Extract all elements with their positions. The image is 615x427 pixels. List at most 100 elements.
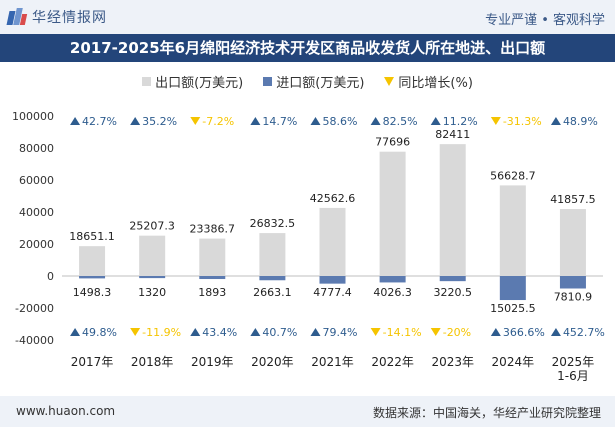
x-category-label-6: 2023年 [431,355,474,369]
legend-import-swatch [263,77,273,86]
chart-legend: 出口额(万美元) 进口额(万美元) 同比增长(%) [0,72,615,91]
export-value-label-5: 77696 [375,136,410,149]
export-growth-triangle-icon-3 [250,117,261,125]
export-growth-triangle-icon-8 [550,117,561,125]
export-bar-6 [439,144,466,276]
y-tick-label-7: -40000 [15,334,54,347]
x-category-label-5: 2022年 [371,355,414,369]
import-bar-7 [499,276,526,301]
import-value-label-1: 1320 [138,286,166,299]
import-bar-2 [199,276,226,280]
export-growth-label-3: 14.7% [262,115,297,128]
export-value-label-8: 41857.5 [550,193,596,206]
export-growth-triangle-icon-6 [430,117,441,125]
import-bar-1 [139,276,166,279]
tagline: 专业严谨 • 客观科学 [485,13,605,28]
import-value-label-2: 1893 [198,286,226,299]
export-value-label-3: 26832.5 [250,217,296,230]
import-growth-label-0: 49.8% [82,326,117,339]
import-growth-triangle-icon-4 [310,328,321,336]
export-value-label-4: 42562.6 [310,192,356,205]
legend-growth: 同比增长(%) [384,72,473,91]
x-category-label-8: 2025年 1-6月 [552,355,595,383]
import-value-label-3: 2663.1 [253,286,292,299]
export-growth-triangle-icon-0 [70,117,81,125]
import-bar-5 [379,276,406,283]
import-growth-triangle-icon-8 [550,328,561,336]
export-bar-0 [79,246,106,276]
import-growth-triangle-icon-0 [70,328,81,336]
import-growth-triangle-icon-2 [190,328,201,336]
export-bar-1 [139,235,166,276]
top-banner: 华经情报网 专业严谨 • 客观科学 [0,0,615,34]
export-growth-triangle-icon-1 [130,117,141,125]
import-growth-triangle-icon-5 [370,328,381,336]
export-growth-triangle-icon-5 [370,117,381,125]
export-growth-label-0: 42.7% [82,115,117,128]
export-bar-7 [499,185,526,276]
import-bar-3 [259,276,286,281]
export-bar-3 [259,233,286,276]
export-growth-label-4: 58.6% [323,115,358,128]
x-category-label-2: 2019年 [191,355,234,369]
brand-logo[interactable]: 华经情报网 [6,7,107,27]
import-growth-triangle-icon-7 [490,328,501,336]
x-category-label-1: 2018年 [131,355,174,369]
x-category-label-3: 2020年 [251,355,294,369]
import-growth-label-8: 452.7% [563,326,605,339]
legend-export: 出口额(万美元) [142,72,243,91]
y-tick-label-1: 80000 [19,142,54,155]
export-bar-8 [559,209,586,276]
export-bar-2 [199,238,226,276]
import-bar-0 [79,276,106,279]
footer-source: 数据来源：中国海关，华经产业研究院整理 [372,406,601,420]
export-growth-label-8: 48.9% [563,115,598,128]
footer-site-link[interactable]: www.huaon.com [16,404,116,418]
x-category-label-0: 2017年 [71,355,114,369]
import-growth-triangle-icon-3 [250,328,261,336]
export-growth-triangle-icon-7 [490,117,501,125]
export-bar-4 [319,207,346,276]
import-growth-triangle-icon-1 [130,328,141,336]
export-value-label-6: 82411 [435,128,470,141]
legend-import: 进口额(万美元) [263,72,364,91]
legend-import-label: 进口额(万美元) [276,76,365,91]
import-growth-label-6: -20% [443,326,471,339]
y-tick-label-6: -20000 [15,302,54,315]
import-growth-label-1: -11.9% [142,326,181,339]
y-tick-label-4: 20000 [19,238,54,251]
import-value-label-8: 7810.9 [554,290,593,303]
import-value-label-7: 15025.5 [490,302,536,315]
import-value-label-5: 4026.3 [373,286,412,299]
export-growth-label-6: 11.2% [443,115,478,128]
export-growth-triangle-icon-4 [310,117,321,125]
export-growth-label-2: -7.2% [202,115,234,128]
import-bar-8 [559,276,586,289]
import-growth-label-2: 43.4% [202,326,237,339]
export-value-label-0: 18651.1 [69,230,115,243]
x-category-label-4: 2021年 [311,355,354,369]
legend-growth-label: 同比增长(%) [398,76,473,91]
export-growth-triangle-icon-2 [190,117,201,125]
import-growth-label-3: 40.7% [262,326,297,339]
y-tick-label-5: 0 [47,270,54,283]
export-value-label-7: 56628.7 [490,169,536,182]
import-growth-label-7: 366.6% [503,326,545,339]
y-tick-label-0: 100000 [12,110,54,123]
import-bar-6 [439,276,466,282]
export-growth-label-1: 35.2% [142,115,177,128]
import-growth-label-4: 79.4% [323,326,358,339]
y-tick-label-3: 40000 [19,206,54,219]
brand-name: 华经情报网 [32,10,107,26]
import-bar-4 [319,276,346,284]
legend-growth-triangle-icon [384,77,395,86]
chart-title: 2017-2025年6月绵阳经济技术开发区商品收发货人所在地进、出口额 [0,34,615,62]
import-growth-label-5: -14.1% [383,326,422,339]
legend-export-label: 出口额(万美元) [155,76,244,91]
x-category-label-7: 2024年 [492,355,535,369]
import-value-label-4: 4777.4 [313,286,352,299]
export-growth-label-5: 82.5% [383,115,418,128]
export-growth-label-7: -31.3% [503,115,542,128]
footer-bar: www.huaon.com 数据来源：中国海关，华经产业研究院整理 [0,396,615,427]
